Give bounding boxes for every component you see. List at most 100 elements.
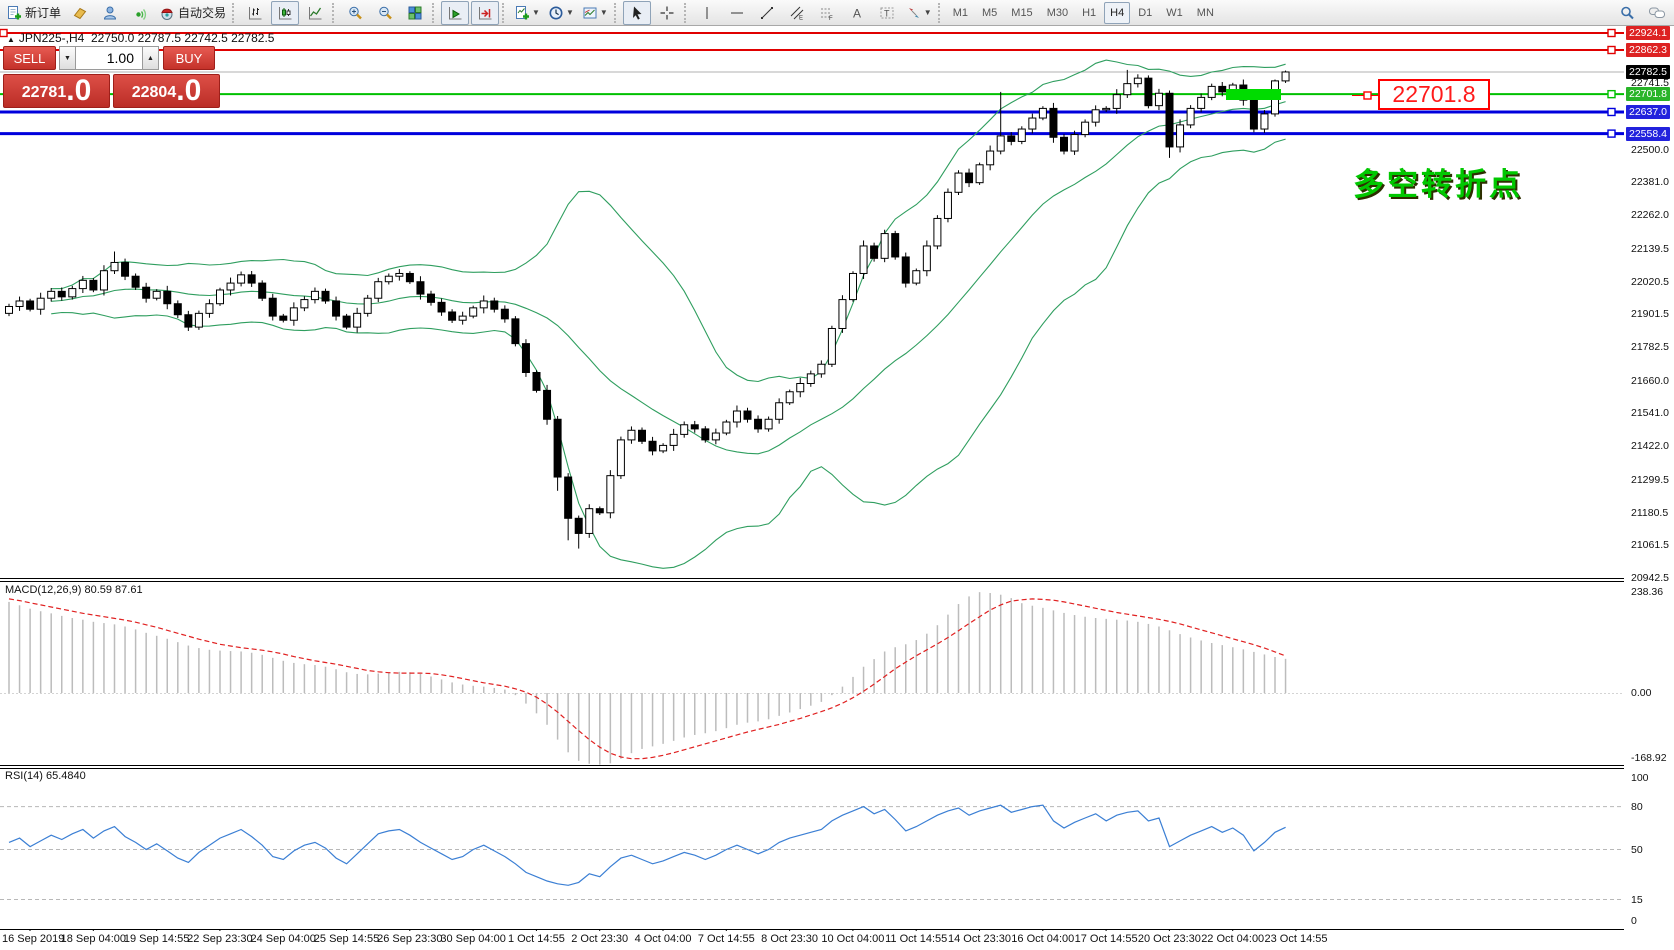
price-axis-label: 22381.0 — [1631, 176, 1669, 189]
sell-price-frac: .0 — [66, 74, 92, 107]
price-axis-label: 21299.5 — [1631, 473, 1669, 486]
signals-button[interactable] — [126, 1, 154, 25]
price-axis-badge-red: 22924.1 — [1626, 26, 1670, 40]
candlestick-chart-button[interactable] — [271, 0, 300, 25]
styler-button[interactable] — [66, 1, 94, 25]
profile-icon — [104, 6, 117, 19]
price-axis-label: 22139.5 — [1631, 242, 1669, 255]
toolbar-grip — [432, 2, 438, 23]
rsi-axis-label: 15 — [1631, 893, 1643, 906]
tf-button-W1[interactable]: W1 — [1166, 6, 1183, 19]
price-axis-label: 21061.5 — [1631, 539, 1669, 552]
new-order-icon — [8, 5, 21, 19]
arrows-button[interactable]: ▼ — [903, 1, 935, 25]
chevron-down-icon: ▼ — [532, 8, 540, 17]
text-button[interactable]: A — [843, 1, 871, 25]
trade-panel-collapse-icon[interactable]: ▲ — [7, 35, 15, 44]
line-chart-button[interactable] — [301, 1, 329, 25]
price-axis-label: 22020.5 — [1631, 275, 1669, 288]
chat-icon — [1649, 7, 1665, 18]
styler-icon — [73, 7, 87, 19]
sell-button[interactable]: SELL — [3, 46, 56, 70]
chart-shift-button[interactable] — [471, 0, 500, 25]
time-axis-label: 2 Oct 23:30 — [571, 933, 629, 945]
macd-axis-label: -168.92 — [1631, 752, 1667, 764]
horizontal-line-button[interactable] — [723, 1, 751, 25]
bars-chart-button[interactable] — [241, 1, 269, 25]
time-axis-label: 7 Oct 14:55 — [697, 933, 755, 945]
price-axis-label: 21901.5 — [1631, 308, 1669, 321]
macd-axis-label: 238.36 — [1631, 586, 1664, 598]
volume-input[interactable] — [76, 46, 142, 70]
vertical-line-button[interactable] — [693, 1, 721, 25]
equidistant-channel-button[interactable]: E — [783, 1, 811, 25]
time-axis-label: 19 Sep 14:55 — [123, 933, 190, 945]
zoom-out-button[interactable] — [371, 1, 399, 25]
profile-button[interactable] — [96, 1, 124, 25]
time-axis-label: 26 Sep 23:30 — [377, 933, 443, 945]
chat-button[interactable] — [1643, 1, 1671, 25]
time-axis-label: 17 Oct 14:55 — [1074, 933, 1138, 945]
toolbar-grip — [332, 2, 338, 23]
volume-decrease-button[interactable]: ▼ — [59, 46, 76, 70]
chevron-down-icon: ▼ — [923, 8, 932, 17]
tf-button-MN[interactable]: MN — [1196, 6, 1214, 19]
price-axis-badge-blue: 22558.4 — [1626, 126, 1670, 141]
time-axis-label: 16 Sep 2019 — [2, 933, 65, 945]
price-axis[interactable]: 22741.5 22500.0 22381.0 22262.0 22139.5 22020… — [1624, 26, 1674, 930]
price-axis-label: 20942.5 — [1631, 572, 1669, 585]
periods-icon — [549, 6, 563, 19]
tf-button-M5[interactable]: M5 — [982, 6, 998, 19]
sell-price-button[interactable]: 22781.0 — [3, 74, 110, 108]
tile-windows-icon — [408, 6, 422, 19]
tf-button-H1[interactable]: H1 — [1082, 6, 1097, 19]
templates-button[interactable]: ▼ — [579, 1, 611, 25]
time-axis-label: 30 Sep 04:00 — [440, 933, 506, 945]
equidistant-channel-icon: E — [790, 6, 804, 21]
tf-button-M1[interactable]: M1 — [952, 6, 968, 19]
auto-scroll-button[interactable] — [441, 0, 470, 25]
fibonacci-icon: F — [820, 8, 833, 21]
tile-windows-button[interactable] — [401, 1, 429, 25]
tf-button-D1[interactable]: D1 — [1138, 6, 1153, 19]
time-axis-label: 10 Oct 04:00 — [821, 933, 885, 945]
text-label-button[interactable]: T — [873, 1, 901, 25]
trendline-button[interactable] — [753, 1, 781, 25]
tf-button-M15[interactable]: M15 — [1011, 6, 1033, 19]
time-axis-label: 16 Oct 04:00 — [1011, 933, 1075, 945]
crosshair-icon — [660, 6, 674, 19]
svg-text:E: E — [799, 15, 803, 21]
buy-button[interactable]: BUY — [163, 46, 215, 70]
price-axis-badge-red: 22862.3 — [1626, 43, 1670, 57]
indicators-button[interactable]: ▼ — [511, 1, 543, 25]
volume-stepper: ▼ ▲ — [59, 46, 159, 70]
line-chart-icon — [309, 6, 322, 19]
buy-price-button[interactable]: 22804.0 — [113, 74, 220, 108]
tf-button-M30[interactable]: M30 — [1046, 6, 1069, 19]
time-axis-label: 22 Oct 04:00 — [1201, 933, 1265, 945]
new-order-button[interactable]: 新订单 — [3, 1, 64, 25]
tf-button-H4[interactable]: H4 — [1104, 1, 1131, 24]
search-button[interactable] — [1613, 1, 1641, 25]
toolbar-grip — [613, 2, 620, 23]
crosshair-button[interactable] — [653, 1, 681, 25]
time-axis[interactable]: 16 Sep 2019 18 Sep 04:00 19 Sep 14:55 22 Se… — [0, 931, 1674, 950]
autotrading-button[interactable]: 自动交易 — [156, 1, 229, 25]
price-axis-label: 21782.5 — [1631, 341, 1669, 354]
price-callout-box[interactable]: 22701.8 — [1378, 79, 1490, 110]
periods-button[interactable]: ▼ — [545, 1, 577, 25]
toolbar-grip — [232, 2, 238, 23]
price-axis-badge-blue: 22637.0 — [1626, 104, 1670, 119]
autotrading-label: 自动交易 — [178, 6, 227, 20]
rsi-axis-label: 100 — [1631, 772, 1649, 784]
volume-increase-button[interactable]: ▲ — [142, 46, 159, 70]
time-axis-label: 11 Oct 14:55 — [885, 933, 948, 945]
rsi-axis-label: 50 — [1631, 843, 1643, 856]
zoom-in-button[interactable] — [341, 1, 369, 25]
fibonacci-button[interactable]: F — [813, 1, 841, 25]
cursor-button[interactable] — [622, 0, 651, 25]
rsi-axis-label: 80 — [1631, 800, 1643, 813]
turning-point-annotation[interactable]: 多空转折点 — [1353, 167, 1523, 202]
buy-price-frac: .0 — [176, 74, 202, 107]
